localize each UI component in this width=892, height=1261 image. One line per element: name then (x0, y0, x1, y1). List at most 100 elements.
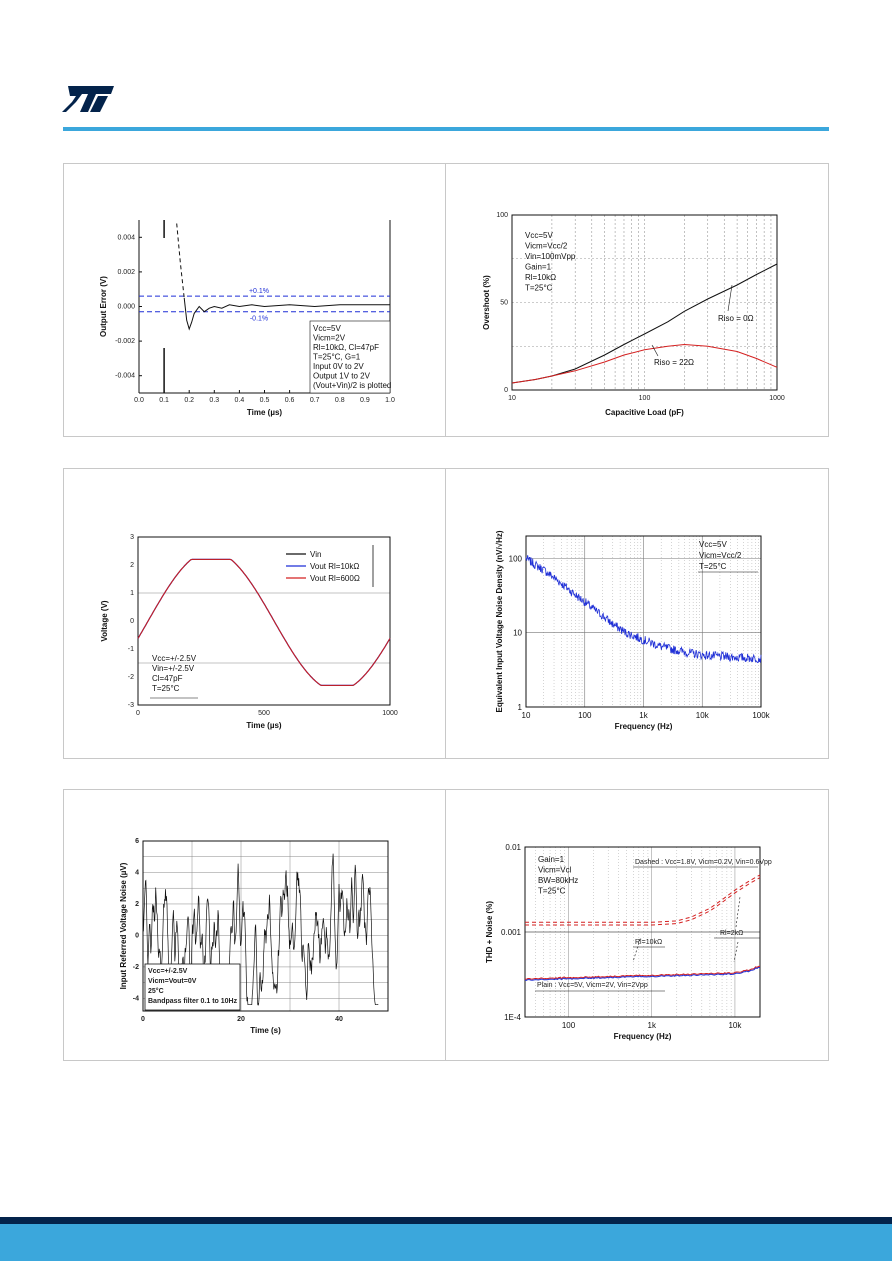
annotation-line: Gain=1 (538, 855, 565, 864)
x-tick-label: 20 (237, 1016, 245, 1023)
plot-frame (524, 846, 761, 1018)
chart-panel-noise-density: 10 100 1k 10k 100k 100 10 1 Vcc=5V Vicm=Vcc/2 T=25… (445, 468, 829, 759)
annotation-line: BW=80kHz (538, 876, 578, 885)
annotation-line: Vin=+/-2.5V (152, 664, 195, 673)
x-tick-label: 100k (752, 711, 770, 720)
x-tick-label: 40 (335, 1016, 343, 1023)
chart-noise-density: 10 100 1k 10k 100k100101Vcc=5VVicm=Vcc/2T=25… (495, 530, 771, 731)
x-axis-label: Frequency (Hz) (614, 1032, 672, 1041)
x-tick-label: 1.0 (385, 397, 395, 404)
error-curve-dashed (176, 223, 185, 298)
annotation-line: Vcc=5V (699, 540, 727, 549)
y-tick-label: 4 (135, 869, 139, 876)
y-tick-label: -3 (128, 702, 134, 709)
y-axis-label: Input Referred Voltage Noise (µV) (119, 862, 128, 989)
x-tick-label: 0.3 (209, 397, 219, 404)
x-tick-label: 0 (141, 1016, 145, 1023)
y-axis-label: Output Error (V) (99, 276, 108, 337)
y-tick-label: -1 (128, 646, 134, 653)
y-tick-label: 100 (509, 554, 523, 563)
x-tick-label: 0.0 (134, 397, 144, 404)
annotation-line: Vcc=5V (525, 231, 553, 240)
legend-label: Vout Rl=600Ω (310, 574, 360, 583)
annotation-line: Vin=100mVpp (525, 252, 576, 261)
y-tick-label: 0.01 (505, 843, 521, 852)
y-tick-label: -0.004 (115, 373, 135, 380)
annotation-line: T=25°C (538, 887, 566, 896)
annotation-line: T=25°C (699, 562, 727, 571)
x-axis-label: Capacitive Load (pF) (605, 408, 684, 417)
annotation-line: Vcc=+/-2.5V (152, 654, 197, 663)
x-tick-label: 0.2 (184, 397, 194, 404)
dashed-rl-10k-line (525, 874, 761, 923)
plain-rl-2k-line (524, 965, 761, 980)
x-axis-label: Time (µs) (246, 721, 281, 730)
annotation-line: Vicm=Vcc/2 (525, 242, 568, 251)
chart-noise-time: 0 20 406420-2-4Vcc=+/-2.5VVicm=Vout=0V25°C… (119, 838, 389, 1035)
x-tick-label: 500 (258, 710, 270, 717)
annotation-line: Vicm=Vcl (538, 866, 572, 875)
series-riso-22-label: Riso = 22Ω (654, 358, 694, 367)
y-tick-label: 100 (496, 212, 508, 219)
annotation-line: T=25°C (152, 684, 180, 693)
chart-panel-thd: 100 1k 10k 0.01 0.001 1E-4 Dashed : Vcc=1.8V, … (445, 789, 829, 1061)
annotation-line: T=25°C (525, 284, 553, 293)
y-tick-label: 0.001 (501, 928, 522, 937)
plain-rl-10k-line (524, 967, 760, 981)
x-tick-label: 100 (578, 711, 592, 720)
y-tick-label: 10 (513, 629, 522, 638)
footer-blue-bar (0, 1224, 892, 1261)
annotation-line: Vicm=Vcc/2 (699, 551, 742, 560)
y-tick-label: 1 (518, 703, 523, 712)
y-tick-label: 0 (504, 387, 508, 394)
x-tick-label: 10k (696, 711, 710, 720)
plot-frame (142, 840, 389, 1012)
x-tick-label: 0.9 (360, 397, 370, 404)
series-riso-0-pointer (727, 284, 733, 312)
y-tick-label: 0.000 (117, 304, 135, 311)
x-axis-label: Time (s) (250, 1026, 281, 1035)
plot-frame (137, 536, 391, 706)
x-tick-label: 1000 (769, 395, 785, 402)
x-tick-label: 0.6 (285, 397, 295, 404)
annotation-line: T=25°C, G=1 (313, 353, 361, 362)
x-axis-label: Frequency (Hz) (615, 722, 673, 731)
annotation-line: Cl=47pF (152, 674, 183, 683)
x-tick-label: 100 (562, 1021, 576, 1030)
legend-label: Vout Rl=10kΩ (310, 562, 359, 571)
chart-settling: 0.0 0.1 0.2 0.3 0.4 0.5 0.6 0.7 0.8 0.9 1.0 0.004 0.… (99, 220, 395, 417)
annotation-line: (Vout+Vin)/2 is plotted (313, 381, 391, 390)
x-tick-label: 0.4 (235, 397, 245, 404)
y-tick-label: 1 (130, 590, 134, 597)
y-axis-label: THD + Noise (%) (485, 901, 494, 963)
x-tick-label: 1k (639, 711, 648, 720)
y-axis-label: Voltage (V) (100, 600, 109, 642)
x-tick-label: 10k (728, 1021, 742, 1030)
tolerance-band-label: -0.1% (250, 316, 268, 323)
series-riso-0-label: Riso = 0Ω (718, 314, 754, 323)
tolerance-band-label: +0.1% (249, 288, 269, 295)
annotation-line: Output 1V to 2V (313, 372, 371, 381)
y-tick-label: 0.002 (117, 269, 135, 276)
header-rule (63, 127, 829, 131)
y-tick-label: 50 (500, 300, 508, 307)
vout-600-line (137, 558, 391, 686)
dashed-rl-2k-line (525, 877, 761, 926)
st-logo (62, 86, 114, 112)
x-tick-label: 1000 (382, 710, 398, 717)
x-tick-label: 0 (136, 710, 140, 717)
series-riso-22-pointer (651, 344, 659, 357)
y-tick-label: 0 (130, 618, 134, 625)
annotation-line: Vicm=Vout=0V (148, 978, 197, 985)
y-tick-label: 0 (135, 932, 139, 939)
y-axis-label: Overshoot (%) (482, 275, 491, 330)
y-tick-label: 0.004 (117, 234, 135, 241)
x-tick-label: 1k (648, 1021, 657, 1030)
x-tick-label: 0.7 (310, 397, 320, 404)
annotation-box (309, 320, 391, 394)
annotation-line: 25°C (148, 987, 164, 995)
y-tick-label: 2 (130, 562, 134, 569)
chart-panel-noise-time: 0 20 40 6 4 2 0 -2 -4 Vcc=+/-2.5V Vicm=Vout=0V 25°C… (63, 789, 446, 1061)
annotation-line: Vcc=5V (313, 324, 341, 333)
error-curve (183, 297, 390, 331)
